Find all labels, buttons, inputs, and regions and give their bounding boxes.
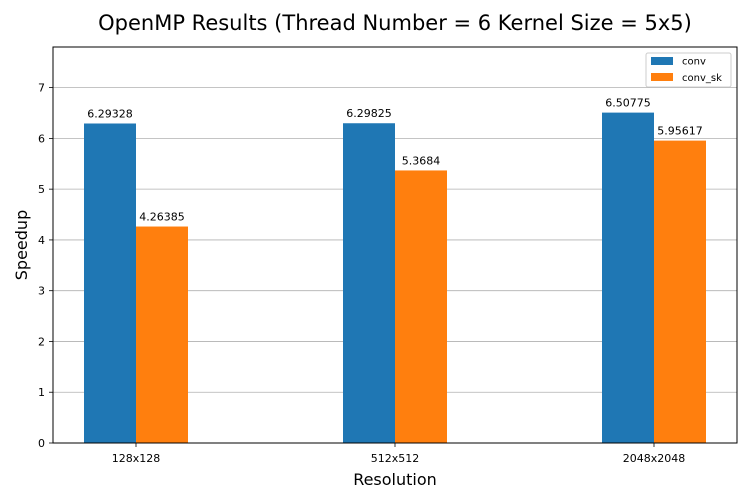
- y-tick-label: 3: [38, 285, 45, 298]
- x-axis-label: Resolution: [353, 470, 437, 489]
- legend-swatch-conv-sk: [651, 73, 673, 81]
- bar-conv: [343, 123, 395, 444]
- y-tick-label: 2: [38, 335, 45, 348]
- y-tick-label: 4: [38, 234, 45, 247]
- chart-title: OpenMP Results (Thread Number = 6 Kernel…: [98, 11, 692, 35]
- data-labels-layer: 6.29328 4.26385 6.29825 5.3684 6.50775 5.9561…: [87, 97, 703, 224]
- y-tick-label: 7: [38, 82, 45, 95]
- y-tick-label: 1: [38, 386, 45, 399]
- legend: conv conv_sk: [645, 52, 732, 88]
- x-tick-label: 512x512: [371, 452, 420, 465]
- data-label: 6.50775: [605, 97, 651, 110]
- bar-conv: [602, 112, 654, 443]
- bar-conv: [84, 123, 136, 443]
- bar-conv-sk: [395, 170, 447, 444]
- data-label: 6.29825: [346, 107, 392, 120]
- data-label: 4.26385: [139, 211, 185, 224]
- y-axis-label: Speedup: [12, 210, 31, 280]
- data-label: 6.29328: [87, 107, 133, 120]
- x-tick-label: 128x128: [112, 452, 161, 465]
- bar-conv-sk: [136, 226, 188, 443]
- legend-label-conv-sk: conv_sk: [682, 73, 722, 84]
- y-tick-label: 5: [38, 183, 45, 196]
- y-tick-label: 6: [38, 132, 45, 145]
- data-label: 5.95617: [657, 125, 703, 138]
- y-axis: 0 1 2 3 4 5 6 7: [38, 82, 53, 450]
- y-tick-label: 0: [38, 437, 45, 450]
- legend-label-conv: conv: [682, 57, 706, 68]
- x-tick-label: 2048x2048: [623, 452, 686, 465]
- bars-layer: [84, 112, 706, 444]
- bar-conv-sk: [654, 140, 706, 443]
- legend-swatch-conv: [651, 57, 673, 65]
- data-label: 5.3684: [402, 154, 441, 167]
- x-axis: 128x128 512x512 2048x2048: [112, 443, 686, 465]
